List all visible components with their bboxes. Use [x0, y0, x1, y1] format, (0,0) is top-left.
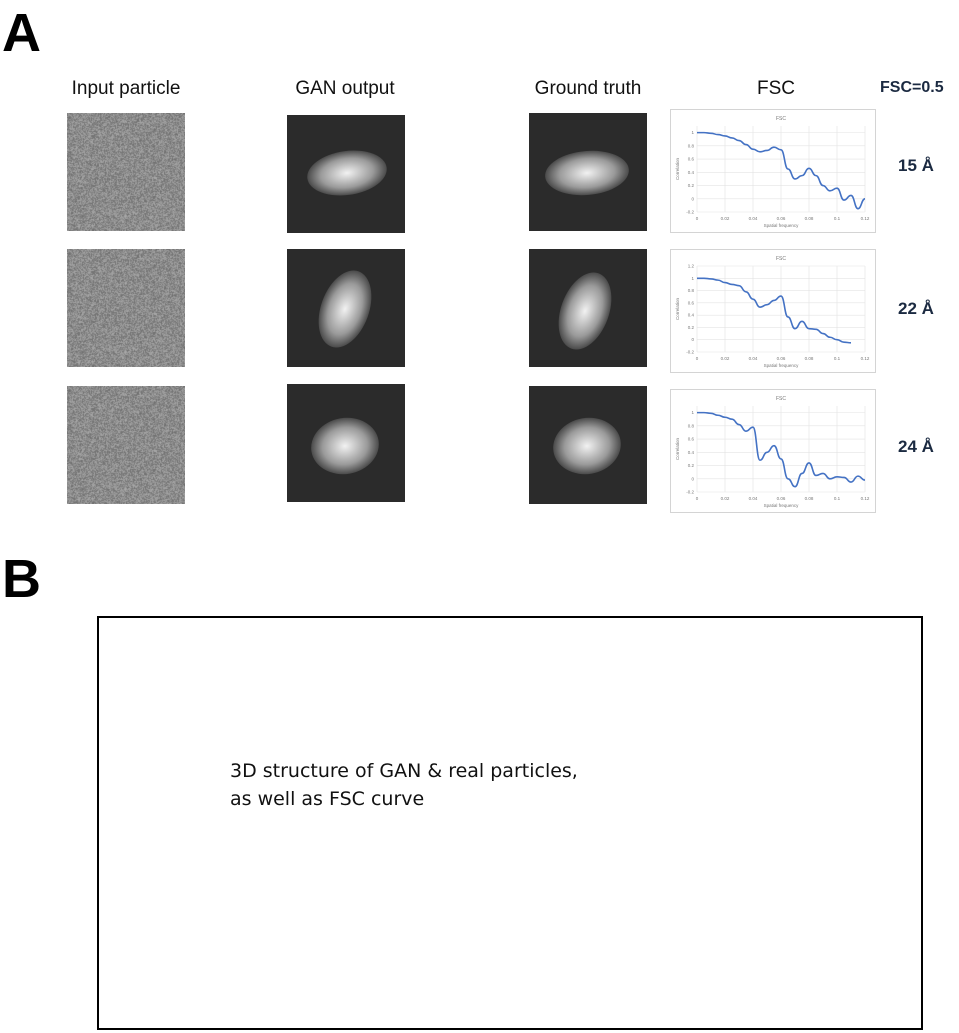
x-tick-label: 0.02	[721, 356, 730, 361]
ground-truth-image	[529, 249, 647, 367]
column-header-gan-output: GAN output	[295, 78, 394, 100]
x-tick-label: 0.1	[834, 216, 841, 221]
y-tick-label: 0.4	[688, 450, 695, 455]
x-tick-label: 0.08	[805, 216, 814, 221]
x-axis-label: Spatial frequency	[764, 503, 800, 508]
x-tick-label: 0.1	[834, 496, 841, 501]
y-tick-label: -0.2	[686, 490, 694, 495]
y-axis-label: Correlation	[675, 298, 680, 321]
chart-title: FSC	[776, 396, 786, 402]
particle-blob	[287, 115, 405, 233]
x-tick-label: 0	[696, 496, 699, 501]
y-tick-label: 0.2	[688, 463, 695, 468]
y-tick-label: 1.2	[688, 264, 695, 269]
resolution-label-row-3: 24 Å	[898, 437, 934, 457]
x-tick-label: 0.08	[805, 496, 814, 501]
panel-b-note-line-1: 3D structure of GAN & real particles,	[230, 760, 578, 782]
gan-output-image	[287, 115, 405, 233]
y-tick-label: 1	[691, 276, 694, 281]
x-tick-label: 0.12	[861, 496, 870, 501]
particle-blob	[287, 249, 405, 367]
y-tick-label: 0.2	[688, 183, 695, 188]
gan-output-image	[287, 384, 405, 502]
input-particle-image	[67, 113, 185, 231]
y-tick-label: 1	[691, 410, 694, 415]
x-axis-label: Spatial frequency	[764, 223, 800, 228]
x-tick-label: 0.06	[777, 356, 786, 361]
x-tick-label: 0.06	[777, 216, 786, 221]
y-tick-label: 0.8	[688, 423, 695, 428]
panel-b-note-line-2: as well as FSC curve	[230, 788, 424, 810]
fsc-chart-3: FSC -0.2 0 0.2 0.4 0.6 0.8 1 0 0.02 0.04 0.06 0.08 0.…	[670, 389, 876, 513]
x-tick-label: 0.04	[749, 496, 758, 501]
column-header-fsc: FSC	[757, 78, 795, 100]
panel-a-letter: A	[2, 6, 41, 60]
fsc-chart-1: FSC -0.2 0 0.2 0.4 0.6 0.8 1 0 0.02 0.04 0.06 0.08 0.…	[670, 109, 876, 233]
x-axis-label: Spatial frequency	[764, 363, 800, 368]
x-tick-label: 0.12	[861, 356, 870, 361]
x-tick-label: 0.02	[721, 216, 730, 221]
input-particle-image	[67, 386, 185, 504]
x-tick-label: 0	[696, 356, 699, 361]
y-tick-label: 0.2	[688, 325, 695, 330]
resolution-label-row-2: 22 Å	[898, 299, 934, 319]
x-tick-label: 0.06	[777, 496, 786, 501]
x-tick-label: 0.04	[749, 216, 758, 221]
panel-b-placeholder-box	[97, 616, 923, 1030]
input-particle-image	[67, 249, 185, 367]
y-tick-label: 1	[691, 130, 694, 135]
y-tick-label: 0.8	[688, 143, 695, 148]
particle-blob	[529, 113, 647, 231]
y-tick-label: 0	[691, 476, 694, 481]
fsc-chart-2: FSC -0.2 0 0.2 0.4 0.6 0.8 1 1.2 0 0.02 0.04 0.06 0.0…	[670, 249, 876, 373]
y-tick-label: 0.6	[688, 437, 695, 442]
x-tick-label: 0.1	[834, 356, 841, 361]
ground-truth-image	[529, 386, 647, 504]
fsc-threshold-header: FSC=0.5	[880, 79, 944, 97]
resolution-label-row-1: 15 Å	[898, 156, 934, 176]
y-tick-label: 0	[691, 196, 694, 201]
y-tick-label: 0.4	[688, 170, 695, 175]
x-tick-label: 0.12	[861, 216, 870, 221]
particle-blob	[529, 249, 647, 367]
y-tick-label: 0.8	[688, 288, 695, 293]
column-header-input-particle: Input particle	[72, 78, 181, 100]
y-tick-label: 0.6	[688, 157, 695, 162]
panel-b-letter: B	[2, 552, 41, 606]
chart-title: FSC	[776, 256, 786, 262]
x-tick-label: 0.08	[805, 356, 814, 361]
y-tick-label: -0.2	[686, 210, 694, 215]
y-tick-label: 0.4	[688, 313, 695, 318]
y-tick-label: -0.2	[686, 350, 694, 355]
fsc-curve	[697, 278, 851, 343]
x-tick-label: 0.04	[749, 356, 758, 361]
x-tick-label: 0.02	[721, 496, 730, 501]
column-header-ground-truth: Ground truth	[535, 78, 642, 100]
x-tick-label: 0	[696, 216, 699, 221]
chart-title: FSC	[776, 116, 786, 122]
particle-blob	[287, 384, 405, 502]
y-tick-label: 0	[691, 337, 694, 342]
y-axis-label: Correlation	[675, 158, 680, 181]
y-tick-label: 0.6	[688, 300, 695, 305]
ground-truth-image	[529, 113, 647, 231]
particle-blob	[529, 386, 647, 504]
gan-output-image	[287, 249, 405, 367]
y-axis-label: Correlation	[675, 438, 680, 461]
